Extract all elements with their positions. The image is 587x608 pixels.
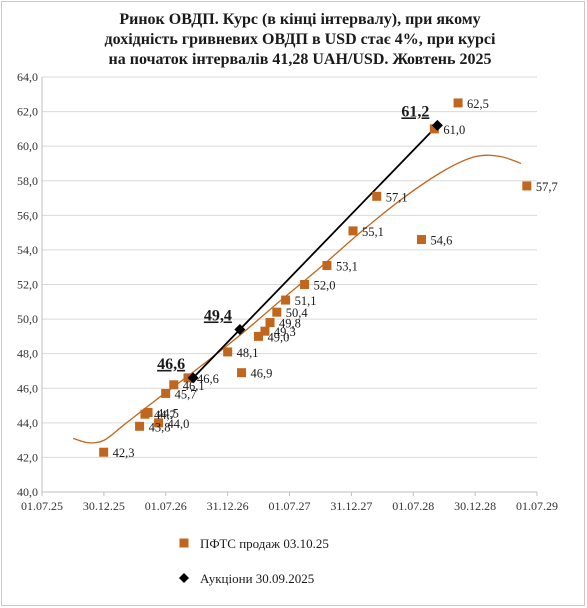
- data-labels: 42,343,844,744,544,045,746,146,648,146,9…: [113, 97, 558, 460]
- legend-label: Аукціони 30.09.2025: [200, 571, 314, 586]
- y-tick-label: 64,0: [17, 70, 38, 84]
- axes: [41, 77, 538, 496]
- series-1-data-label: 44,0: [168, 417, 190, 431]
- series-2-data-label: 49,4: [204, 307, 232, 324]
- series-1-data-label: 44,7: [154, 408, 176, 422]
- series-1-point: [260, 326, 270, 336]
- series-1-data-label: 46,1: [183, 379, 205, 393]
- series-1-point: [300, 280, 310, 289]
- auction-line: [192, 124, 439, 379]
- x-tick-label: 31.12.26: [207, 499, 249, 513]
- series-1-data-label: 46,9: [251, 367, 273, 381]
- x-tick-labels: 01.07.25 30.12.25 01.07.26 31.12.26 01.07.27…: [21, 499, 558, 513]
- y-tick-label: 48,0: [17, 347, 38, 361]
- series-1-data-label: 42,3: [113, 446, 135, 460]
- series-2-point: [234, 323, 246, 335]
- y-tick-label: 54,0: [17, 243, 38, 257]
- series-1-data-label: 57,1: [386, 190, 408, 204]
- series-1-point: [161, 388, 171, 398]
- x-tick-label: 01.07.26: [145, 499, 187, 513]
- series-1-data-label: 49,0: [267, 330, 289, 344]
- series-1-point: [253, 331, 263, 341]
- series-1-point: [281, 295, 291, 305]
- legend: ПФТС продаж 03.10.25 Аукціони 30.09.2025: [179, 536, 329, 586]
- series-1-point: [453, 98, 463, 108]
- series-1-data-label: 43,8: [149, 420, 171, 434]
- series-1-data-label: 49,3: [274, 325, 296, 339]
- y-tick-label: 40,0: [17, 485, 38, 499]
- series-1-point: [99, 447, 109, 457]
- series-1-point: [372, 191, 382, 201]
- x-tick-label: 30.12.28: [454, 499, 496, 513]
- series-1-data-label: 50,4: [286, 306, 309, 320]
- legend-label: ПФТС продаж 03.10.25: [200, 536, 329, 551]
- y-tick-label: 42,0: [17, 450, 38, 464]
- series-1-data-label: 53,1: [336, 259, 358, 273]
- series-1-data-label: 49,8: [279, 317, 301, 331]
- x-tick-label: 01.07.28: [392, 499, 434, 513]
- series-1-data-label: 44,5: [157, 406, 179, 420]
- series-1-point: [135, 421, 145, 431]
- y-tick-label: 50,0: [17, 312, 38, 326]
- series-1-point: [416, 235, 426, 245]
- legend-marker-diamond: [179, 573, 189, 583]
- y-tick-label: 60,0: [17, 139, 38, 153]
- series-2-data-label: 46,6: [157, 356, 185, 373]
- series-1-point: [522, 181, 532, 191]
- x-tick-label: 01.07.27: [269, 499, 311, 513]
- gridlines: [42, 76, 537, 493]
- series-1-data-label: 52,0: [314, 279, 336, 293]
- series-1-point: [272, 307, 282, 317]
- y-tick-label: 46,0: [17, 381, 38, 395]
- x-tick-label: 01.07.29: [516, 499, 558, 513]
- y-tick-label: 52,0: [17, 278, 38, 292]
- series-1-point: [265, 318, 275, 328]
- series-1-data-label: 45,7: [175, 387, 197, 401]
- trendline: [72, 154, 522, 444]
- series-2-point: [431, 119, 443, 131]
- series-2-line: [192, 124, 439, 379]
- series-1-point: [429, 124, 439, 134]
- y-tick-labels: 40,0 42,0 44,0 46,0 48,0 50,0 52,0 54,0 56,0 58,0…: [17, 70, 38, 499]
- legend-marker-square: [179, 538, 189, 548]
- series-1-point: [348, 226, 358, 236]
- series-1-data-label: 48,1: [237, 346, 259, 360]
- series-1-point: [169, 380, 179, 390]
- series-2-data-label: 61,2: [401, 103, 429, 120]
- chart-title-line-3: на початок інтервалів 41,28 UAH/USD. Жов…: [108, 51, 492, 68]
- series-1-data-label: 55,1: [362, 225, 384, 239]
- x-tick-label: 31.12.27: [330, 499, 372, 513]
- y-tick-label: 56,0: [17, 208, 38, 222]
- data-markers: [99, 98, 532, 457]
- series-1-data-label: 51,1: [295, 294, 317, 308]
- x-tick-label: 30.12.25: [83, 499, 125, 513]
- series-1-point: [223, 347, 233, 357]
- series-2-point: [187, 372, 199, 384]
- x-tick-label: 01.07.25: [21, 499, 63, 513]
- series-1-data-label: 61,0: [443, 123, 465, 137]
- y-tick-label: 44,0: [17, 416, 38, 430]
- y-tick-label: 58,0: [17, 174, 38, 188]
- chart-title-line-2: дохідність гривневих ОВДП в USD стає 4%,…: [104, 31, 496, 48]
- y-tick-label: 62,0: [17, 105, 38, 119]
- series-1-data-label: 62,5: [467, 97, 489, 111]
- series-1-data-label: 54,6: [430, 234, 452, 248]
- series-1-data-label: 57,7: [536, 180, 558, 194]
- series-1-point: [237, 368, 247, 378]
- series-1-trendline: [72, 154, 522, 444]
- series-1-point: [322, 260, 332, 270]
- chart-title: Ринок ОВДП. Курс (в кінці інтервалу), пр…: [40, 10, 560, 70]
- chart-title-line-1: Ринок ОВДП. Курс (в кінці інтервалу), пр…: [119, 11, 481, 28]
- series-1-data-label: 46,6: [197, 372, 219, 386]
- series-1-point: [154, 418, 164, 428]
- series-1-point: [143, 407, 153, 417]
